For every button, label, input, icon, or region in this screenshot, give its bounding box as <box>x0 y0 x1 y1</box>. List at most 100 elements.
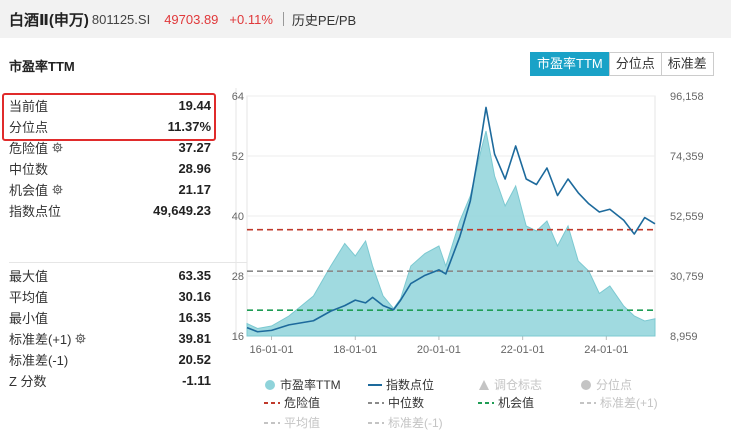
legend-label: 标准差(+1) <box>600 396 658 410</box>
legend-item[interactable]: 标准差(+1) <box>580 394 658 411</box>
stat-label-wrap: 标准差(-1) <box>9 350 68 369</box>
stat-row: 当前值 19.44 <box>9 95 211 116</box>
legend-label: 分位点 <box>596 378 633 392</box>
stat-label: 平均值 <box>9 290 49 305</box>
x-tick-label: 24-01-01 <box>584 344 628 356</box>
stat-label: 标准差(+1) <box>9 332 72 347</box>
x-tick-label: 18-01-01 <box>333 344 377 356</box>
legend-item[interactable]: 市盈率TTM <box>264 376 341 393</box>
circle-swatch-icon <box>264 379 276 391</box>
stat-value: 19.44 <box>178 98 211 113</box>
gear-icon[interactable] <box>52 142 63 153</box>
left-tick-label: 40 <box>232 211 244 223</box>
stat-value: 63.35 <box>178 268 211 283</box>
right-tick-label: 52,559 <box>670 211 704 223</box>
stat-row: 最大值 63.35 <box>9 265 211 286</box>
dash-swatch-icon <box>264 417 280 429</box>
tab-std-dev[interactable]: 标准差 <box>660 52 714 76</box>
index-level-line <box>246 106 656 333</box>
history-pe-pb-link[interactable]: 历史PE/PB <box>291 12 357 28</box>
left-tick-label: 64 <box>232 91 244 103</box>
highlight-box <box>2 93 216 141</box>
legend-item[interactable]: 机会值 <box>478 394 534 411</box>
dash-swatch-icon <box>580 397 596 409</box>
stat-label: 标准差(-1) <box>9 353 69 368</box>
stat-value: 20.52 <box>178 352 211 367</box>
stat-label-wrap: 最大值 <box>9 266 48 285</box>
dash-swatch-icon <box>368 397 384 409</box>
gear-icon[interactable] <box>52 184 63 195</box>
legend-label: 指数点位 <box>386 378 435 392</box>
stat-value: 16.35 <box>178 310 211 325</box>
stat-label: 分位点 <box>9 120 49 135</box>
stat-row: 平均值 30.16 <box>9 286 211 307</box>
legend-item[interactable]: 标准差(-1) <box>368 414 443 431</box>
index-name: 白酒Ⅱ(申万) <box>9 11 89 29</box>
line-swatch-icon <box>368 379 382 391</box>
right-tick-label: 74,359 <box>670 151 704 163</box>
stat-label-wrap: 机会值 <box>9 180 63 199</box>
dash-swatch-icon <box>264 397 280 409</box>
stat-row: Z 分数 -1.11 <box>9 370 211 391</box>
stat-row: 机会值 21.17 <box>9 179 211 200</box>
header-divider <box>282 12 284 26</box>
stat-row: 危险值 37.27 <box>9 137 211 158</box>
stat-value: -1.11 <box>182 373 211 388</box>
stat-row: 标准差(+1) 39.81 <box>9 328 211 349</box>
stat-label: 最小值 <box>9 311 49 326</box>
index-code: 801125.SI <box>91 11 151 27</box>
legend-label: 机会值 <box>498 396 535 410</box>
stat-label-wrap: 标准差(+1) <box>9 329 86 348</box>
legend-label: 危险值 <box>284 396 321 410</box>
stat-value: 11.37% <box>167 119 211 134</box>
gear-icon[interactable] <box>75 333 86 344</box>
right-tick-label: 30,759 <box>670 271 704 283</box>
stat-label-wrap: 中位数 <box>9 159 48 178</box>
index-header: 白酒Ⅱ(申万) 801125.SI 49703.89 +0.11% 历史PE/P… <box>0 0 731 38</box>
stat-row: 中位数 28.96 <box>9 158 211 179</box>
x-tick-label: 16-01-01 <box>249 344 293 356</box>
stat-label-wrap: 平均值 <box>9 287 48 306</box>
left-tick-label: 16 <box>232 331 244 343</box>
legend-label: 中位数 <box>388 396 425 410</box>
stat-value: 21.17 <box>178 182 211 197</box>
dash-swatch-icon <box>478 397 494 409</box>
legend-item[interactable]: 分位点 <box>580 376 632 393</box>
stat-label: 指数点位 <box>9 204 62 219</box>
legend-label: 平均值 <box>284 416 321 430</box>
left-tick-label: 28 <box>232 271 244 283</box>
stat-label: 当前值 <box>9 99 49 114</box>
stat-label-wrap: 指数点位 <box>9 201 61 220</box>
stat-label-wrap: Z 分数 <box>9 371 47 390</box>
tab-pe-ttm[interactable]: 市盈率TTM <box>530 52 610 76</box>
stat-value: 37.27 <box>178 140 211 155</box>
index-price: 49703.89 <box>164 11 219 27</box>
legend-item[interactable]: 危险值 <box>264 394 320 411</box>
stat-label: 危险值 <box>9 141 49 156</box>
right-tick-label: 8,959 <box>670 331 698 343</box>
index-change: +0.11% <box>229 11 273 27</box>
stat-label-wrap: 分位点 <box>9 117 48 136</box>
stat-value: 39.81 <box>178 331 211 346</box>
stat-row: 指数点位 49,649.23 <box>9 200 211 221</box>
stat-row: 最小值 16.35 <box>9 307 211 328</box>
legend-item[interactable]: 指数点位 <box>368 376 434 393</box>
legend-item[interactable]: 调仓标志 <box>478 376 542 393</box>
stat-value: 28.96 <box>178 161 211 176</box>
legend-item[interactable]: 平均值 <box>264 414 320 431</box>
stat-value: 49,649.23 <box>153 203 211 218</box>
stat-label: 中位数 <box>9 162 49 177</box>
legend-label: 标准差(-1) <box>388 416 443 430</box>
legend-label: 调仓标志 <box>494 378 543 392</box>
stat-label-wrap: 最小值 <box>9 308 48 327</box>
legend-label: 市盈率TTM <box>280 378 341 392</box>
triangle-swatch-icon <box>478 379 490 391</box>
section-title: 市盈率TTM <box>9 59 75 74</box>
stat-label: 机会值 <box>9 183 49 198</box>
circle-swatch-icon <box>580 379 592 391</box>
legend-item[interactable]: 中位数 <box>368 394 424 411</box>
pe-chart[interactable]: 64 52 40 28 16 96,158 74,359 52,559 30,759 8,959 1… <box>0 0 731 376</box>
stat-label: 最大值 <box>9 269 49 284</box>
right-tick-label: 96,158 <box>670 91 704 103</box>
stat-label: Z 分数 <box>9 374 47 389</box>
